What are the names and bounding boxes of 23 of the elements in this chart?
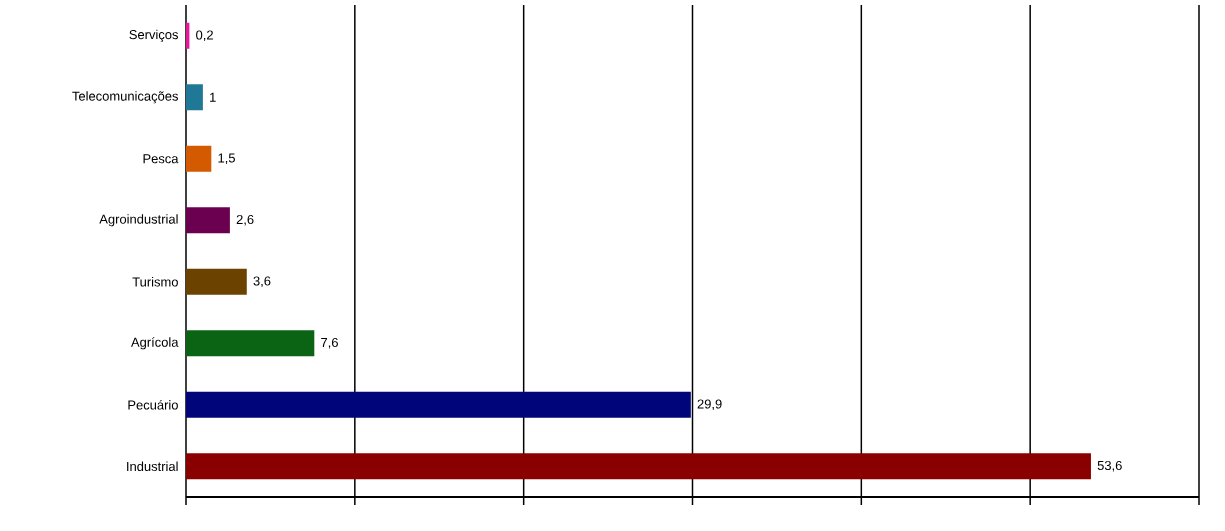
y-tick-label: Telecomunicações: [72, 91, 179, 104]
data-label: 1: [210, 92, 216, 102]
bar: [186, 145, 212, 172]
y-tick-label: Industrial: [127, 461, 178, 472]
y-tick-label: Serviços: [129, 29, 179, 42]
data-label: 0,2: [196, 30, 213, 42]
y-tick-label: Agrícola: [131, 337, 179, 350]
y-tick-label: Pesca: [143, 154, 179, 164]
data-label: 7,6: [321, 337, 338, 349]
bar: [186, 207, 230, 234]
data-label: 3,6: [253, 276, 271, 288]
data-label: 1,5: [218, 153, 235, 165]
y-tick-label: Turismo: [132, 277, 178, 287]
bar: [186, 330, 315, 357]
bar: [186, 453, 1091, 480]
y-tick-label: Agroindustrial: [99, 214, 178, 227]
data-label: 29,9: [697, 399, 722, 411]
data-label: 2,6: [236, 214, 254, 226]
data-label: 53,6: [1097, 460, 1122, 472]
bar: [186, 391, 691, 418]
bar: [186, 84, 203, 111]
y-tick-label: Pecuário: [128, 399, 178, 410]
bar: [186, 268, 247, 295]
